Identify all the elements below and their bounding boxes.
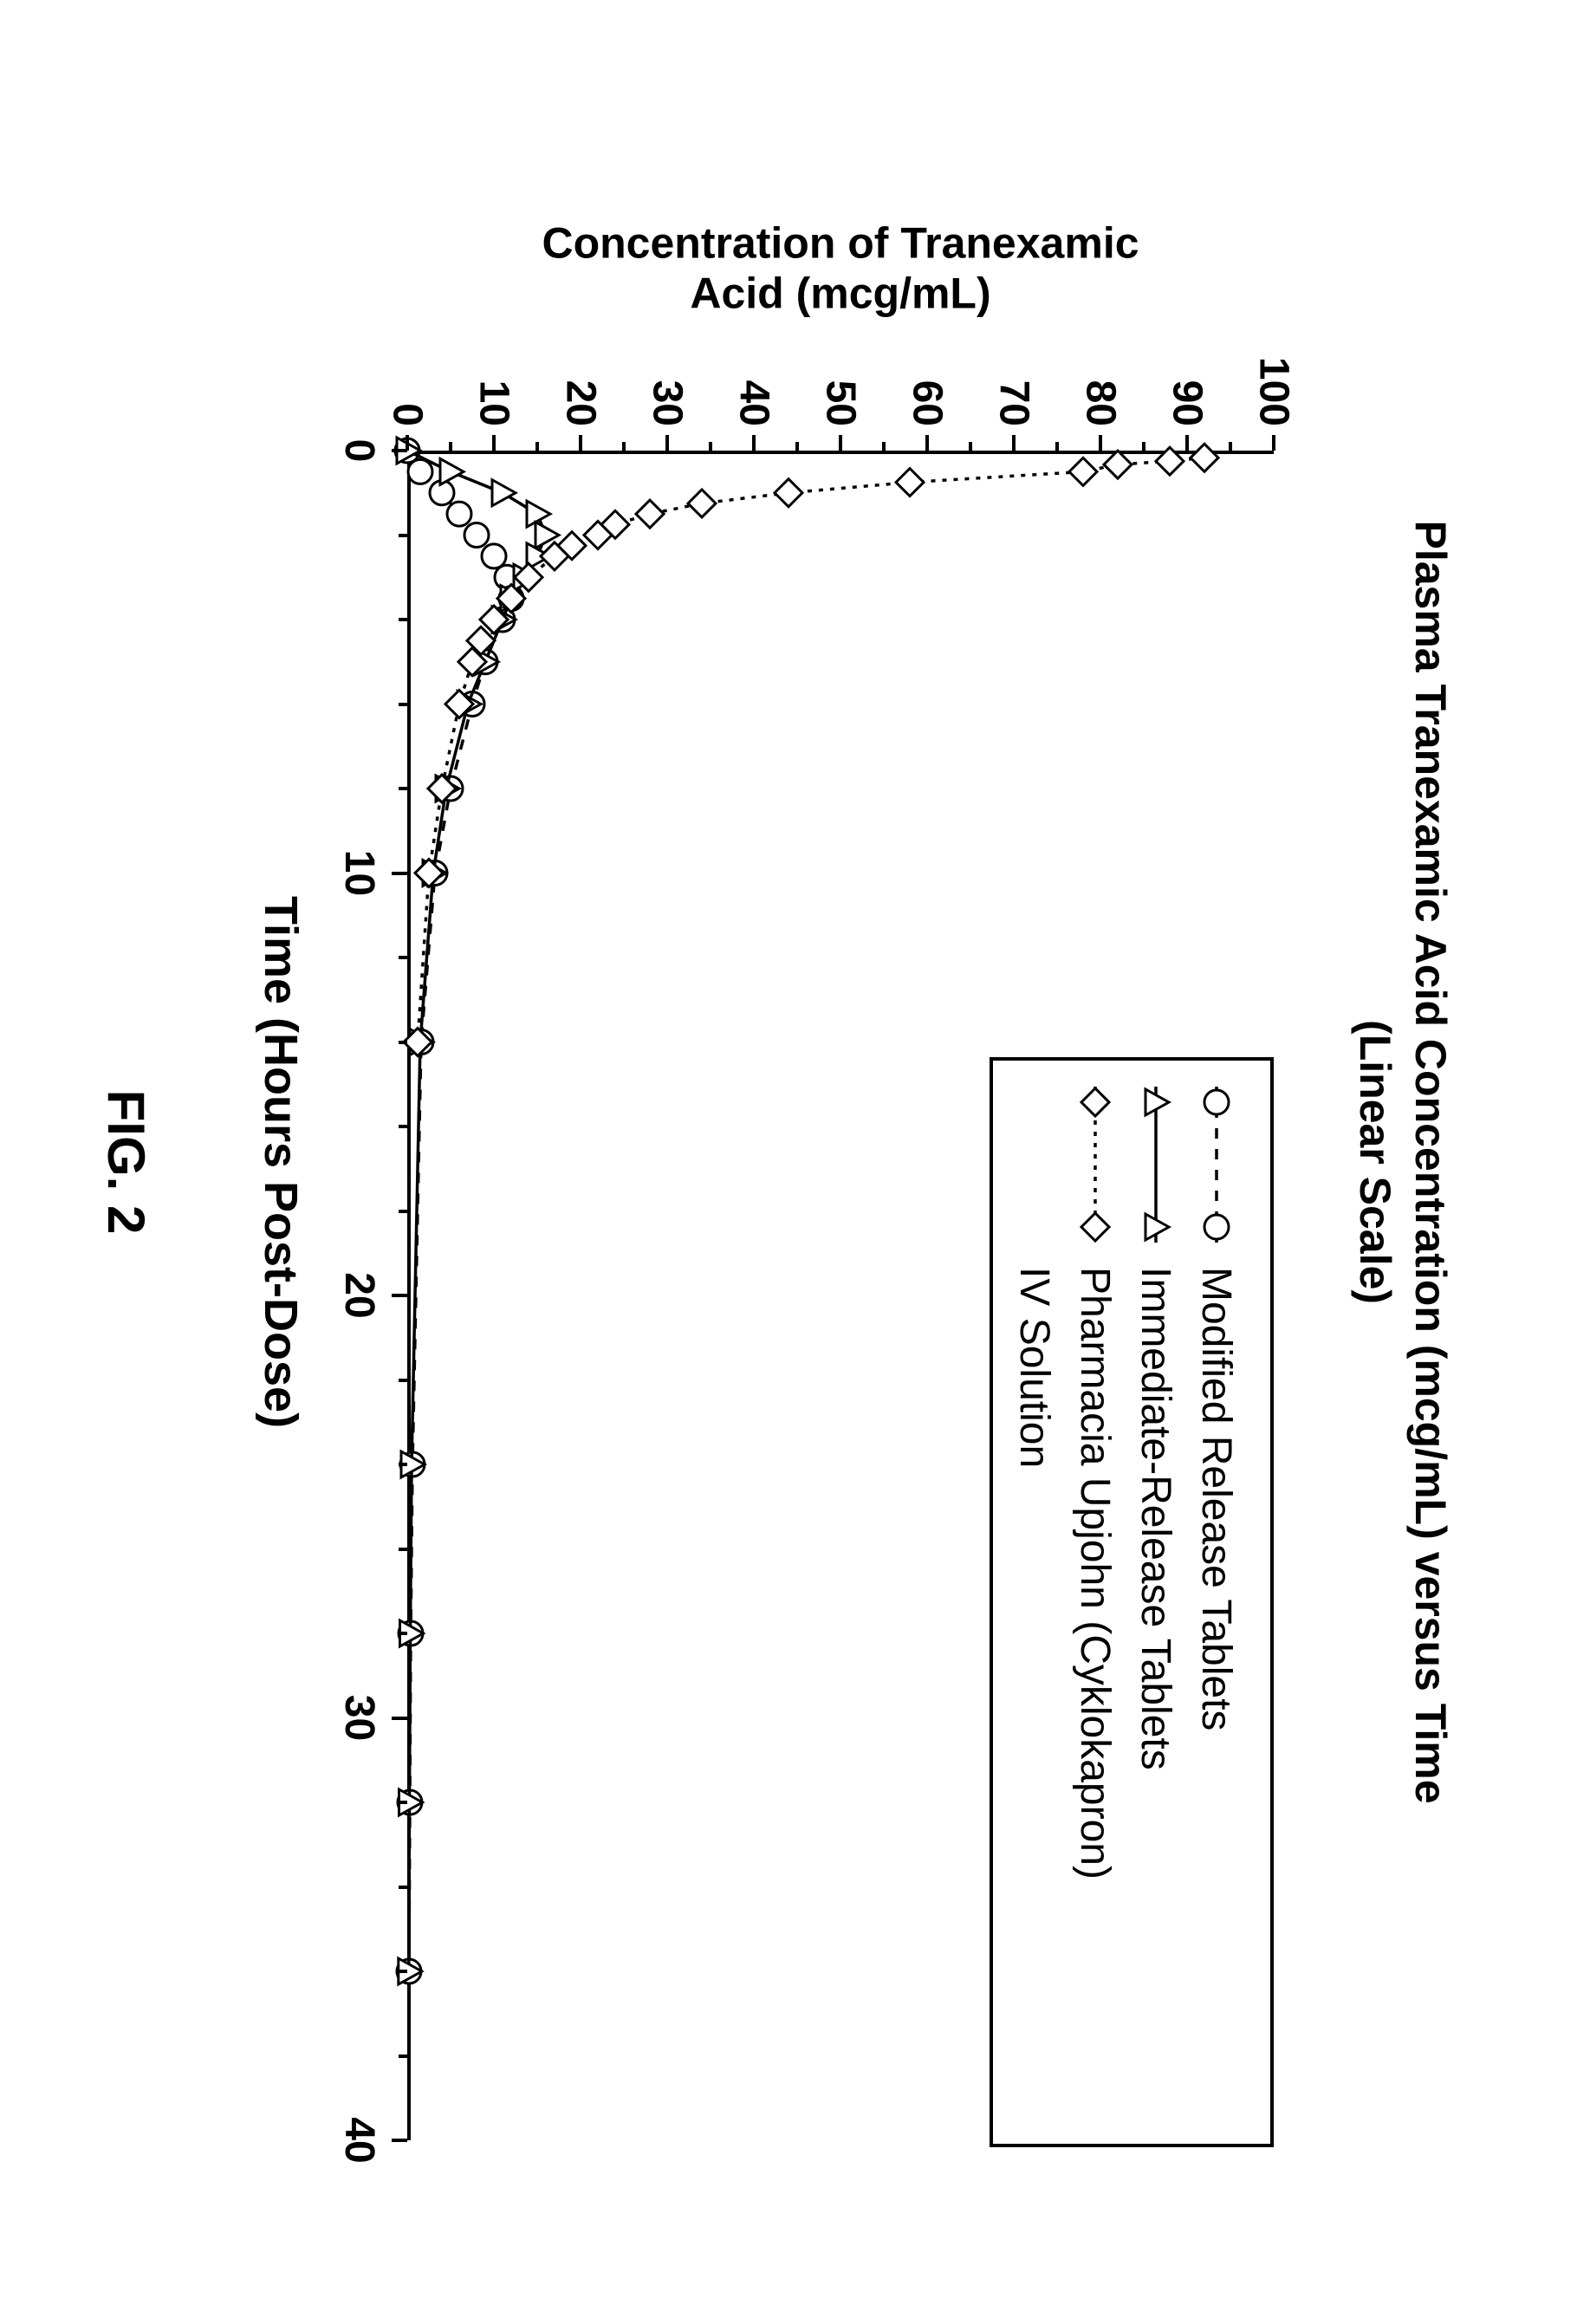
legend-row: Modified Release Tablets [1189, 1087, 1244, 1730]
legend-label: IV Solution [1011, 1267, 1059, 1468]
x-tick [392, 2139, 407, 2142]
chart-title-line1: Plasma Tranexamic Acid Concentration (mc… [1405, 0, 1456, 2324]
y-tick-label: 100 [1250, 348, 1298, 426]
series-marker [1156, 447, 1184, 475]
y-tick-label: 90 [1164, 348, 1211, 426]
y-tick [1142, 442, 1145, 451]
x-axis-label: Time (Hours Post-Dose) [254, 0, 308, 2324]
y-tick-label: 80 [1077, 348, 1125, 426]
x-tick [399, 1632, 407, 1635]
legend-swatch-spacer [1017, 1087, 1052, 1243]
x-tick [399, 618, 407, 621]
x-tick [399, 1801, 407, 1804]
y-tick [969, 442, 972, 451]
y-tick-label: 20 [557, 348, 605, 426]
y-tick [1229, 442, 1232, 451]
legend-label: Modified Release Tablets [1193, 1267, 1241, 1730]
series-marker [464, 523, 489, 548]
x-tick [399, 1463, 407, 1466]
legend-swatch [1199, 1087, 1234, 1243]
x-tick [399, 1970, 407, 1973]
x-tick-label: 30 [335, 1695, 383, 1741]
y-axis-label: Concentration of Tranexamic Acid (mcg/mL… [542, 219, 1139, 319]
y-tick [839, 435, 842, 451]
series-marker [896, 469, 924, 497]
series-marker [1191, 444, 1218, 471]
legend-label: Immediate-Release Tablets [1132, 1267, 1180, 1770]
legend-row: Immediate-Release Tablets [1128, 1087, 1184, 1770]
x-tick [392, 872, 407, 875]
x-tick [399, 534, 407, 537]
x-tick [399, 787, 407, 790]
x-tick-label: 20 [335, 1272, 383, 1318]
series-line [407, 451, 546, 1971]
legend-swatch [1078, 1087, 1113, 1243]
x-tick [392, 1294, 407, 1297]
chart-container: Plasma Tranexamic Acid Concentration (mc… [0, 0, 1577, 2324]
y-tick-label: 60 [904, 348, 951, 426]
series-marker [1104, 451, 1132, 478]
y-tick [752, 435, 756, 451]
y-tick-label: 70 [990, 348, 1038, 426]
y-tick [925, 435, 929, 451]
legend-row: IV Solution [1007, 1087, 1062, 1468]
y-tick [1272, 435, 1275, 451]
series-marker [775, 479, 802, 507]
x-tick-label: 0 [335, 439, 383, 463]
y-tick-label: 0 [384, 348, 432, 426]
legend-swatch [1139, 1087, 1173, 1243]
x-tick [399, 1548, 407, 1551]
y-tick [1012, 435, 1016, 451]
legend-label: Pharmacia Upjohn (Cyklokapron) [1072, 1267, 1119, 1879]
y-tick-label: 50 [817, 348, 865, 426]
y-tick [665, 435, 669, 451]
x-tick [399, 703, 407, 706]
series-marker [447, 502, 471, 526]
series-marker [492, 480, 516, 506]
y-tick [1099, 435, 1102, 451]
figure-label: FIG. 2 [96, 0, 156, 2324]
x-tick [399, 1379, 407, 1382]
y-tick [579, 435, 582, 451]
y-tick [1055, 442, 1059, 451]
legend-row: Pharmacia Upjohn (Cyklokapron) [1068, 1087, 1123, 1879]
y-tick [535, 442, 539, 451]
x-tick [399, 1210, 407, 1213]
legend-box: Modified Release Tablets Immediate-Releas… [990, 1057, 1274, 2147]
x-tick [392, 1717, 407, 1720]
y-tick [492, 435, 496, 451]
series-marker [636, 500, 664, 528]
x-tick [399, 2055, 407, 2058]
x-tick [399, 1886, 407, 1889]
y-tick [449, 442, 452, 451]
y-tick [709, 442, 712, 451]
series-marker [688, 490, 716, 517]
chart-title-line2: (Linear Scale) [1350, 0, 1400, 2324]
x-tick-label: 40 [335, 2117, 383, 2163]
x-tick-label: 10 [335, 850, 383, 896]
y-tick [882, 442, 886, 451]
y-tick-label: 40 [730, 348, 778, 426]
y-tick-label: 10 [471, 348, 518, 426]
y-tick [406, 435, 409, 451]
y-tick-label: 30 [644, 348, 691, 426]
y-tick [1185, 435, 1189, 451]
series-marker [1069, 458, 1097, 485]
x-tick [399, 1041, 407, 1044]
y-tick [622, 442, 626, 451]
x-tick [399, 956, 407, 959]
series-marker [408, 459, 432, 484]
y-tick [795, 442, 799, 451]
series-line [407, 451, 511, 1971]
x-tick [399, 1125, 407, 1128]
series-marker [440, 458, 464, 484]
